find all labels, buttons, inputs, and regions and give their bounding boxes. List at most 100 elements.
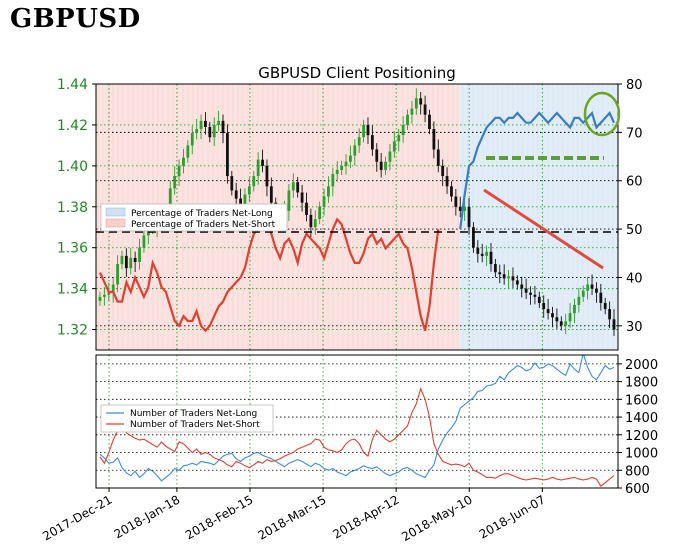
candle-body (432, 129, 436, 150)
left-tick-label: 1.36 (57, 241, 88, 257)
candle-body (195, 129, 199, 134)
left-tick-label: 1.38 (57, 200, 88, 216)
candle-body (586, 284, 590, 291)
candle-body (450, 186, 453, 197)
candle-body (366, 124, 370, 136)
candle-body (551, 313, 554, 318)
candle-body (287, 190, 291, 211)
left-tick-label: 1.42 (57, 118, 88, 134)
candle-body (485, 251, 488, 256)
candle-body (313, 219, 317, 228)
x-tick-label: 2018-Jan-18 (112, 492, 183, 541)
candle-body (291, 182, 295, 191)
candle-body (577, 296, 581, 305)
candle-body (208, 126, 212, 138)
candle-body (129, 257, 133, 269)
candle-body (173, 176, 177, 189)
net-short-count-line (99, 387, 615, 488)
candle-body (410, 108, 414, 115)
candle-body (502, 274, 506, 279)
candle-body (133, 257, 137, 263)
count-lines (99, 355, 615, 488)
candle-body (138, 247, 141, 263)
candle-body (467, 206, 471, 228)
candle-body (331, 174, 335, 187)
candle-body (546, 309, 550, 314)
candle-body (318, 206, 322, 220)
candle-body (256, 159, 260, 177)
candle-body (603, 302, 607, 310)
bottom-tick-label: 1600 (625, 393, 658, 408)
bottom-tick-label: 2000 (625, 358, 658, 373)
right-tick-label: 30 (626, 320, 643, 335)
candle-body (182, 157, 185, 166)
candle-body (379, 161, 383, 170)
candle-body (226, 133, 229, 177)
candle-body (428, 114, 431, 130)
candle-body (309, 214, 313, 228)
candle-body (370, 135, 374, 150)
candle-body (357, 137, 361, 146)
candle-body (555, 317, 559, 322)
candle-body (612, 319, 616, 330)
candle-body (599, 292, 603, 303)
candle-body (124, 255, 128, 269)
x-tick-label: 2018-Feb-15 (183, 492, 256, 542)
right-tick-label: 80 (626, 78, 643, 93)
candle-body (98, 296, 102, 301)
candle-body (247, 186, 251, 195)
top-gridlines (96, 84, 618, 350)
candle-body (204, 120, 207, 127)
right-tick-label: 70 (626, 126, 643, 141)
chart-title: GBPUSD Client Positioning (258, 64, 456, 82)
candle-body (177, 165, 181, 177)
x-tick-label: 2018-Mar-15 (255, 492, 328, 542)
left-tick-label: 1.44 (57, 77, 88, 93)
candle-body (419, 98, 423, 105)
legend-swatch-net-long (105, 207, 126, 217)
candle-body (608, 309, 612, 320)
candle-body (375, 149, 379, 162)
candle-body (199, 120, 203, 130)
candle-body (436, 149, 440, 166)
candle-body (489, 251, 493, 265)
candle-body (111, 284, 115, 293)
candle-body (296, 182, 300, 193)
candle-body (423, 104, 427, 115)
candle-body (217, 120, 221, 125)
right-tick-label: 40 (626, 271, 643, 286)
top-legend: Percentage of Traders Net-Long Percentag… (100, 203, 288, 232)
candle-body (234, 190, 238, 199)
bottom-tick-label: 1800 (625, 376, 658, 391)
candle-body (507, 276, 510, 279)
legend-swatch-net-short (105, 218, 126, 228)
candle-body (480, 253, 484, 256)
candle-body (392, 141, 396, 152)
candle-body (221, 120, 225, 134)
candle-body (463, 206, 467, 211)
candle-body (186, 145, 190, 158)
legend-label-net-long: Percentage of Traders Net-Long (131, 209, 273, 219)
bottom-tick-label: 800 (625, 464, 650, 479)
candle-body (327, 186, 330, 197)
candle-body (564, 321, 568, 326)
candle-body (265, 165, 269, 187)
x-tick-label: 2018-May-10 (399, 492, 474, 544)
candle-body (362, 124, 365, 138)
candle-body (102, 294, 106, 297)
candle-body (190, 133, 194, 146)
candle-body (498, 272, 502, 275)
candle-body (388, 151, 392, 162)
candle-body (120, 255, 124, 265)
left-tick-label: 1.32 (57, 323, 88, 339)
candle-body (581, 290, 585, 297)
candle-body (340, 165, 344, 170)
candle-body (384, 161, 387, 170)
candle-body (472, 227, 475, 248)
bottom-panel-frame (95, 354, 619, 489)
top-panel-frame (95, 83, 619, 351)
candle-body (406, 114, 409, 125)
legend-label-count-short: Number of Traders Net-Short (130, 420, 260, 430)
